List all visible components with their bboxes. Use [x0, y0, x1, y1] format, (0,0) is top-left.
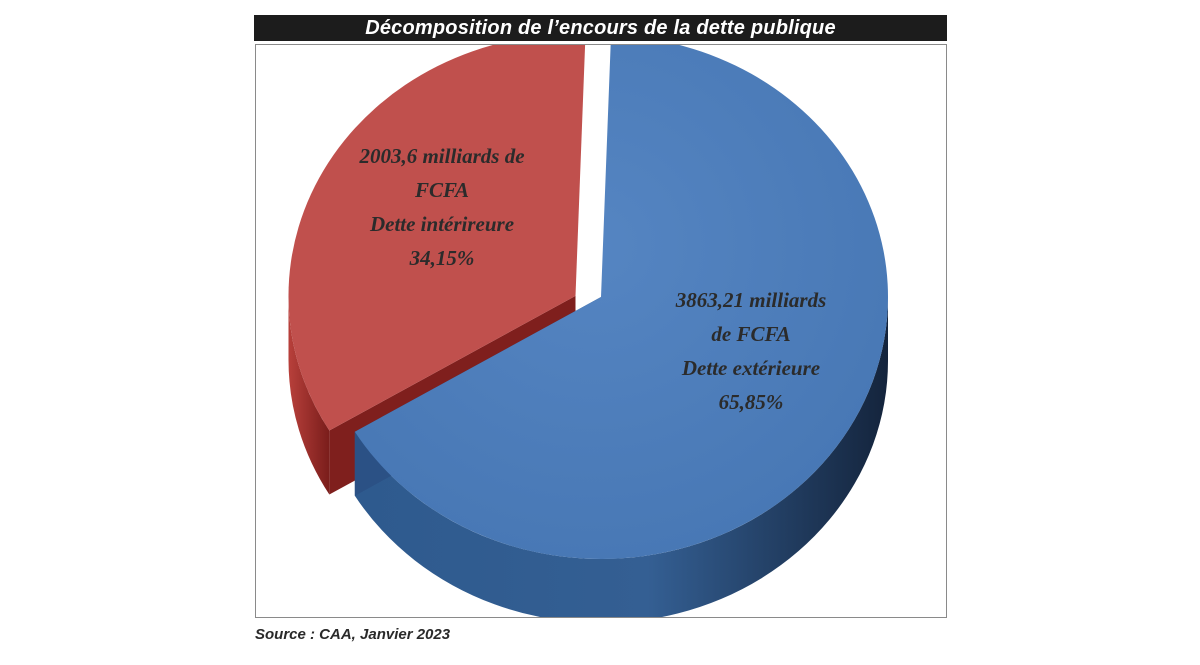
data-label-dette-exterieure-line: 3863,21 milliards — [675, 288, 827, 312]
chart-title: Décomposition de l’encours de la dette p… — [365, 16, 836, 39]
data-label-dette-interieure-line: 2003,6 milliards de — [358, 144, 524, 168]
data-label-dette-interieure-line: Dette intérireure — [369, 212, 514, 236]
pie-slice-side-dette-exterieure — [354, 297, 888, 617]
chart-title-bar: Décomposition de l’encours de la dette p… — [254, 15, 947, 41]
data-label-dette-exterieure-line: 65,85% — [719, 390, 784, 414]
data-label-dette-exterieure-line: Dette extérieure — [681, 356, 820, 380]
data-label-dette-exterieure-line: de FCFA — [711, 322, 790, 346]
pie-slice-dette-interieure — [288, 45, 586, 431]
data-label-dette-exterieure: 3863,21 milliards de FCFA Dette extérieure… — [675, 288, 827, 414]
pie-slice-dette-exterieure — [354, 45, 888, 559]
source-note: Source : CAA, Janvier 2023 — [255, 626, 451, 643]
pie-chart: 2003,6 milliards de FCFA Dette intérireure… — [288, 45, 888, 617]
pie-slice-side-dette-interieure — [288, 295, 330, 495]
data-label-dette-interieure-line: 34,15% — [409, 246, 475, 270]
data-label-dette-interieure: 2003,6 milliards de FCFA Dette intérireure… — [358, 144, 524, 270]
data-label-dette-interieure-line: FCFA — [414, 178, 469, 202]
chart-frame: 2003,6 milliards de FCFA Dette intérireure… — [255, 44, 947, 618]
